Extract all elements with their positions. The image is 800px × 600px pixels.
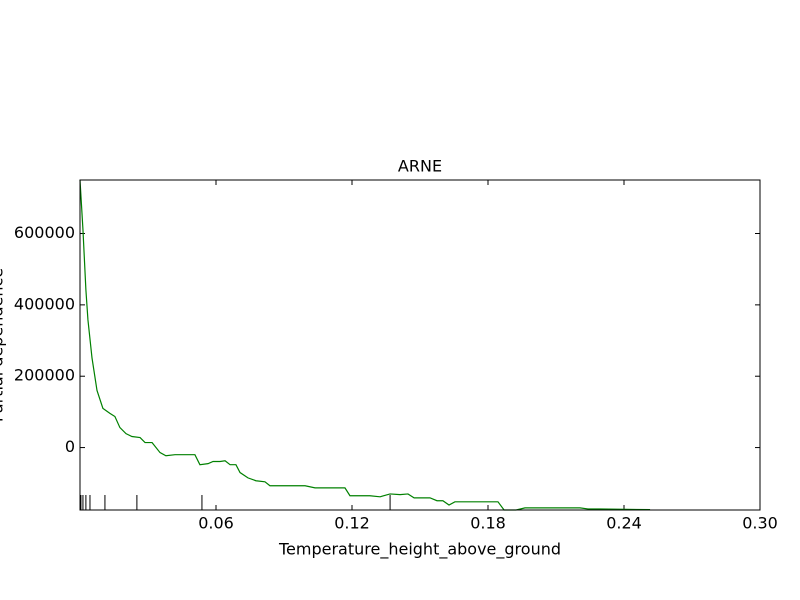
- x-tick-label: 0.12: [334, 514, 370, 533]
- x-axis-label: Temperature_height_above_ground: [278, 540, 561, 560]
- x-tick-label: 0.18: [470, 514, 506, 533]
- x-tick-label: 0.24: [606, 514, 642, 533]
- data-line: [79, 179, 651, 511]
- x-tick-label: 0.06: [198, 514, 234, 533]
- plot-frame: [79, 179, 761, 511]
- x-tick-label: 0.30: [742, 514, 778, 533]
- y-axis-label: Partial dependence: [0, 268, 7, 422]
- y-tick-label: 0: [65, 437, 75, 456]
- y-tick-label: 600000: [14, 223, 75, 242]
- y-tick-label: 200000: [14, 366, 75, 385]
- chart-title: ARNE: [398, 157, 442, 176]
- y-tick-label: 400000: [14, 294, 75, 313]
